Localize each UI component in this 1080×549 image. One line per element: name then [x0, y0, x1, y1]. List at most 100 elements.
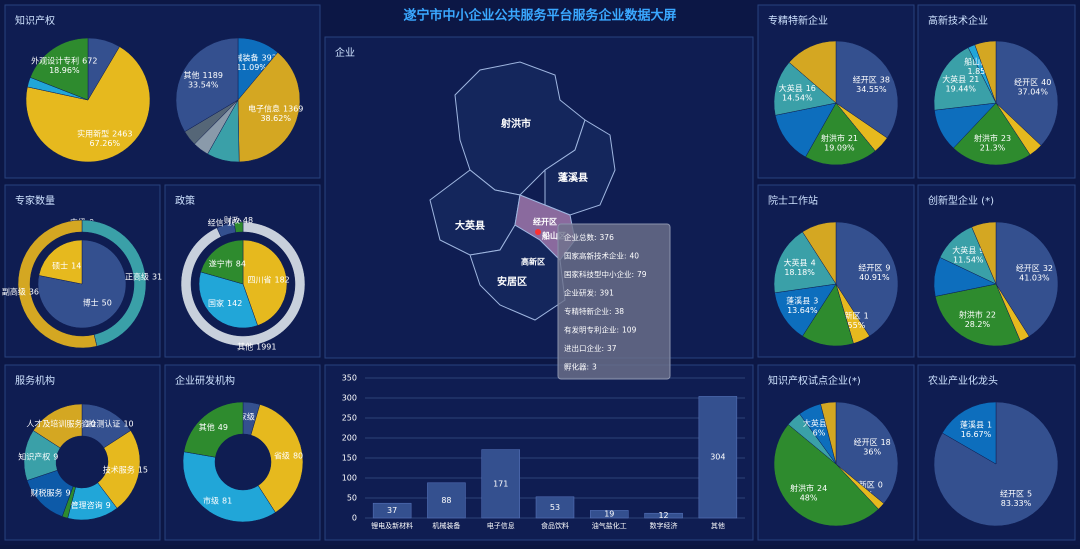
slice-value: 10: [85, 419, 95, 428]
slice-name: 财政: [224, 215, 240, 225]
slice-share: 16.67%: [961, 430, 992, 439]
slice-value: 31: [152, 272, 162, 281]
slice-value: 40: [1041, 78, 1051, 87]
slice-value: 3: [813, 296, 818, 305]
slice-label: 经开区 40: [1014, 77, 1051, 87]
bar: [372, 502, 412, 519]
bar: [427, 482, 466, 519]
slice-label: 经开区 38: [853, 74, 890, 84]
tooltip-value: 40: [630, 252, 640, 261]
tooltip-value: 38: [615, 307, 625, 316]
tooltip-label: 国家高新技术企业:: [564, 251, 627, 261]
slice-value: 21: [969, 75, 979, 84]
pie-slice: [995, 40, 1059, 146]
pie-slice: [242, 239, 288, 326]
slice-share: 1.85%: [967, 67, 993, 76]
pie-slice: [198, 271, 258, 329]
slice-label: 财政 48: [224, 215, 253, 225]
slice-label: 经开区 18: [854, 436, 891, 446]
bar-label: 171: [493, 479, 508, 488]
slice-share: 18.96%: [49, 66, 80, 75]
slice-share: 38.62%: [260, 114, 291, 123]
slice-share: 18.18%: [784, 268, 815, 277]
pie-slice: [17, 219, 98, 349]
tooltip-row: 国家科技型中小企业: 79: [564, 269, 647, 279]
slice-value: 16: [806, 83, 816, 92]
tooltip-row: 企业研发: 391: [564, 288, 614, 298]
tooltip-row: 进出口企业: 37: [564, 343, 617, 353]
slice-label: 射洪市 23: [974, 132, 1011, 142]
page-title: 遂宁市中小企业公共服务平台服务企业数据大屏: [403, 8, 676, 24]
slice-value: 1189: [203, 71, 223, 80]
pie-slice: [953, 102, 1031, 166]
slice-label: 大英县 21: [942, 74, 979, 84]
x-tick-label: 锂电及新材料: [371, 521, 413, 530]
slice-label: 大英县 16: [779, 82, 816, 92]
slice-name: 其他: [184, 70, 200, 80]
slice-share: 28.2%: [965, 320, 991, 329]
slice-label: 经开区 5: [1000, 488, 1032, 498]
slice-value: 81: [222, 496, 232, 505]
region-label: 经开区: [533, 217, 557, 227]
slice-label: 经开区 32: [1016, 262, 1053, 272]
slice-name: 大英县: [784, 257, 808, 267]
slice-label: 知识产权 9: [18, 451, 58, 461]
pie-slice: [941, 401, 997, 465]
pie-slice: [774, 102, 837, 158]
slice-name: 博士: [83, 297, 99, 307]
slice-label: 电子信息 1369: [248, 103, 303, 113]
slice-value: 393: [262, 53, 277, 62]
pie-slice: [974, 40, 997, 104]
slice-value: 21: [848, 133, 858, 142]
slice-name: 经开区: [1000, 488, 1024, 498]
bar-label: 304: [710, 453, 725, 462]
panel-title: 服务机构: [15, 374, 55, 387]
pie-slice: [805, 102, 876, 166]
slice-share: 19.44%: [946, 85, 977, 94]
slice-value: 9: [65, 488, 70, 497]
slice-value: 1: [864, 311, 869, 320]
tooltip-value: 79: [637, 270, 647, 279]
slice-label: 射洪市 21: [821, 132, 858, 142]
x-tick-label: 食品饮料: [541, 521, 569, 530]
slice-name: 大英县: [779, 82, 803, 92]
slice-value: 14: [71, 261, 81, 270]
tooltip-value: 391: [600, 289, 615, 298]
panel-title: 专家数量: [15, 194, 55, 207]
pie-slice: [773, 231, 837, 294]
slice-name: 经开区: [1016, 262, 1040, 272]
slice-value: 49: [218, 422, 228, 431]
slice-value: 1: [987, 420, 992, 429]
x-tick-label: 电子信息: [487, 521, 515, 530]
slice-label: 副高级 36: [2, 286, 39, 296]
slice-share: 36%: [863, 447, 881, 456]
tooltip-value: 3: [592, 363, 597, 372]
region-label: 蓬溪县: [558, 171, 588, 184]
slice-label: 管理咨询 9: [71, 500, 111, 510]
slice-label: 射洪市 24: [790, 483, 827, 493]
slice-share: 40.91%: [859, 273, 890, 282]
bar: [535, 496, 575, 519]
slice-name: 船山区: [964, 56, 988, 66]
panel-title: 企业研发机构: [175, 374, 235, 387]
slice-label: 市级 81: [203, 495, 232, 505]
slice-name: 大英县: [803, 417, 827, 427]
x-tick-label: 机械装备: [432, 521, 460, 530]
slice-name: 电子信息: [248, 103, 280, 113]
pie-slice: [820, 401, 837, 465]
slice-share: 41.03%: [1019, 273, 1050, 282]
pie-slice: [835, 40, 899, 139]
slice-name: 四川省: [247, 274, 271, 284]
slice-label: 机械装备 393: [227, 52, 277, 62]
slice-share: 48%: [800, 494, 818, 503]
region-label: 安居区: [497, 275, 527, 288]
map-marker: [535, 229, 541, 235]
pie-slice: [773, 424, 879, 527]
slice-label: 实用新型 2463: [77, 128, 132, 138]
tooltip-value: 37: [607, 344, 617, 353]
slice-label: 技术服务 15: [103, 464, 148, 474]
slice-label: 大英县 4: [784, 257, 816, 267]
pie-slice: [29, 37, 89, 101]
pie-slice: [788, 40, 837, 104]
